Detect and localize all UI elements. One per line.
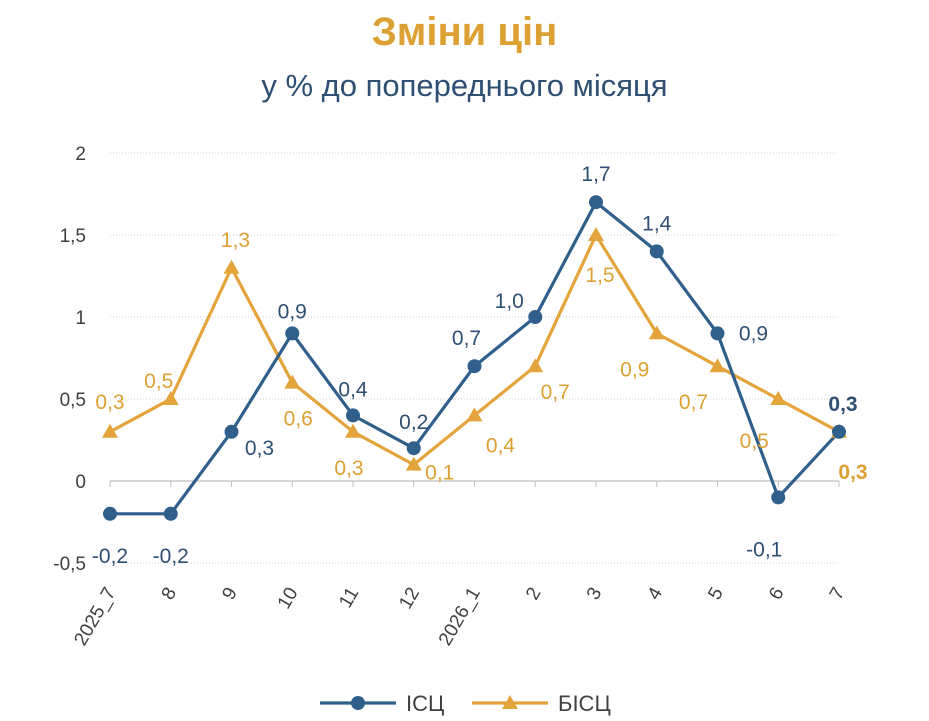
bisc-data-label: 0,3 [95,391,124,414]
bisc-point [162,391,179,405]
series-lines [109,200,841,516]
y-tick-label: 2 [75,144,86,165]
bisc-data-label: 0,3 [838,461,867,484]
isc-data-label: -0,2 [153,545,189,568]
y-tick-label: 1,5 [60,226,86,247]
isc-data-label: 0,2 [399,411,428,434]
chart-title: Зміни цін [371,10,558,54]
isc-data-label: 1,4 [642,212,672,235]
isc-point [467,359,482,374]
x-tick-label: 4 [644,584,668,604]
x-tick-label: 2025_7 [70,584,120,649]
legend-label-isc: ІСЦ [406,691,444,716]
isc-data-label: 0,4 [338,378,368,401]
legend-marker-bisc [502,695,518,709]
bisc-data-label: 0,9 [620,358,649,381]
isc-point [832,424,846,439]
bisc-point [405,456,422,471]
bisc-data-label: 0,3 [334,457,363,480]
isc-point [406,441,421,456]
isc-data-label: 1,7 [581,163,610,186]
y-tick-label: 0,5 [60,390,86,411]
bisc-data-label: 1,3 [221,229,250,252]
legend-marker-isc [351,696,365,710]
bisc-point [709,358,726,373]
chart-subtitle: у % до попереднього місяця [261,68,668,103]
bisc-point [648,325,665,340]
isc-data-label: 0,7 [452,327,481,350]
bisc-point [345,423,361,438]
bisc-data-label: 0,1 [425,462,454,485]
isc-point [649,244,664,259]
bisc-data-label: 0,7 [541,381,570,404]
bisc-data-label: 1,5 [585,264,614,287]
legend: ІСЦ БІСЦ [320,691,611,716]
bisc-data-label: 0,7 [679,391,708,414]
grid-lines [110,152,839,564]
bisc-data-label: 0,5 [144,370,173,393]
isc-point [103,506,117,521]
isc-point [346,408,360,423]
series-markers [102,195,847,521]
isc-data-label: -0,1 [746,538,782,561]
x-tick-label: 7 [826,584,849,604]
x-tick-label: 2026_1 [435,584,485,649]
isc-point [163,506,178,521]
isc-point [771,490,786,505]
y-axis-ticks: 2 1,5 1 0,5 0 -0,5 [53,144,86,575]
bisc-point [588,227,604,241]
x-tick-label: 12 [395,584,424,613]
isc-data-label: 0,9 [739,322,768,345]
bisc-data-label: 0,4 [486,434,516,457]
bisc-data-label: 0,5 [740,430,769,453]
isc-point [528,310,543,324]
x-tick-label: 11 [335,584,363,612]
y-tick-label: -0,5 [53,554,86,575]
x-tick-label: 5 [704,584,727,604]
x-tick-label: 3 [583,584,606,604]
bisc-data-label: 0,6 [284,408,313,431]
data-labels: -0,2 -0,2 0,3 0,9 0,4 0,2 0,7 1,0 1,7 1,4 0,9 -0,1 0… [92,163,868,568]
isc-point [589,195,603,210]
bisc-point [102,423,118,438]
isc-data-label: -0,2 [92,545,128,568]
bisc-point [284,374,301,389]
x-tick-label: 9 [218,584,241,604]
isc-point [224,424,239,439]
y-tick-label: 0 [75,472,86,493]
bisc-point [223,259,240,274]
x-tick-label: 6 [765,584,788,604]
x-tick-label: 2 [522,584,545,604]
isc-data-label: 0,9 [278,300,307,323]
isc-data-label: 0,3 [828,393,857,416]
isc-data-label: 0,3 [245,437,274,460]
bisc-point [527,358,544,373]
x-tick-label: 10 [274,584,303,613]
bisc-point [770,391,787,405]
series-line-isc [110,200,841,516]
isc-data-label: 1,0 [495,290,524,313]
y-tick-label: 1 [75,308,86,329]
x-tick-label: 8 [158,584,181,604]
isc-point [285,326,300,341]
legend-label-bisc: БІСЦ [558,691,611,716]
isc-point [710,326,725,341]
bisc-point [466,407,483,422]
